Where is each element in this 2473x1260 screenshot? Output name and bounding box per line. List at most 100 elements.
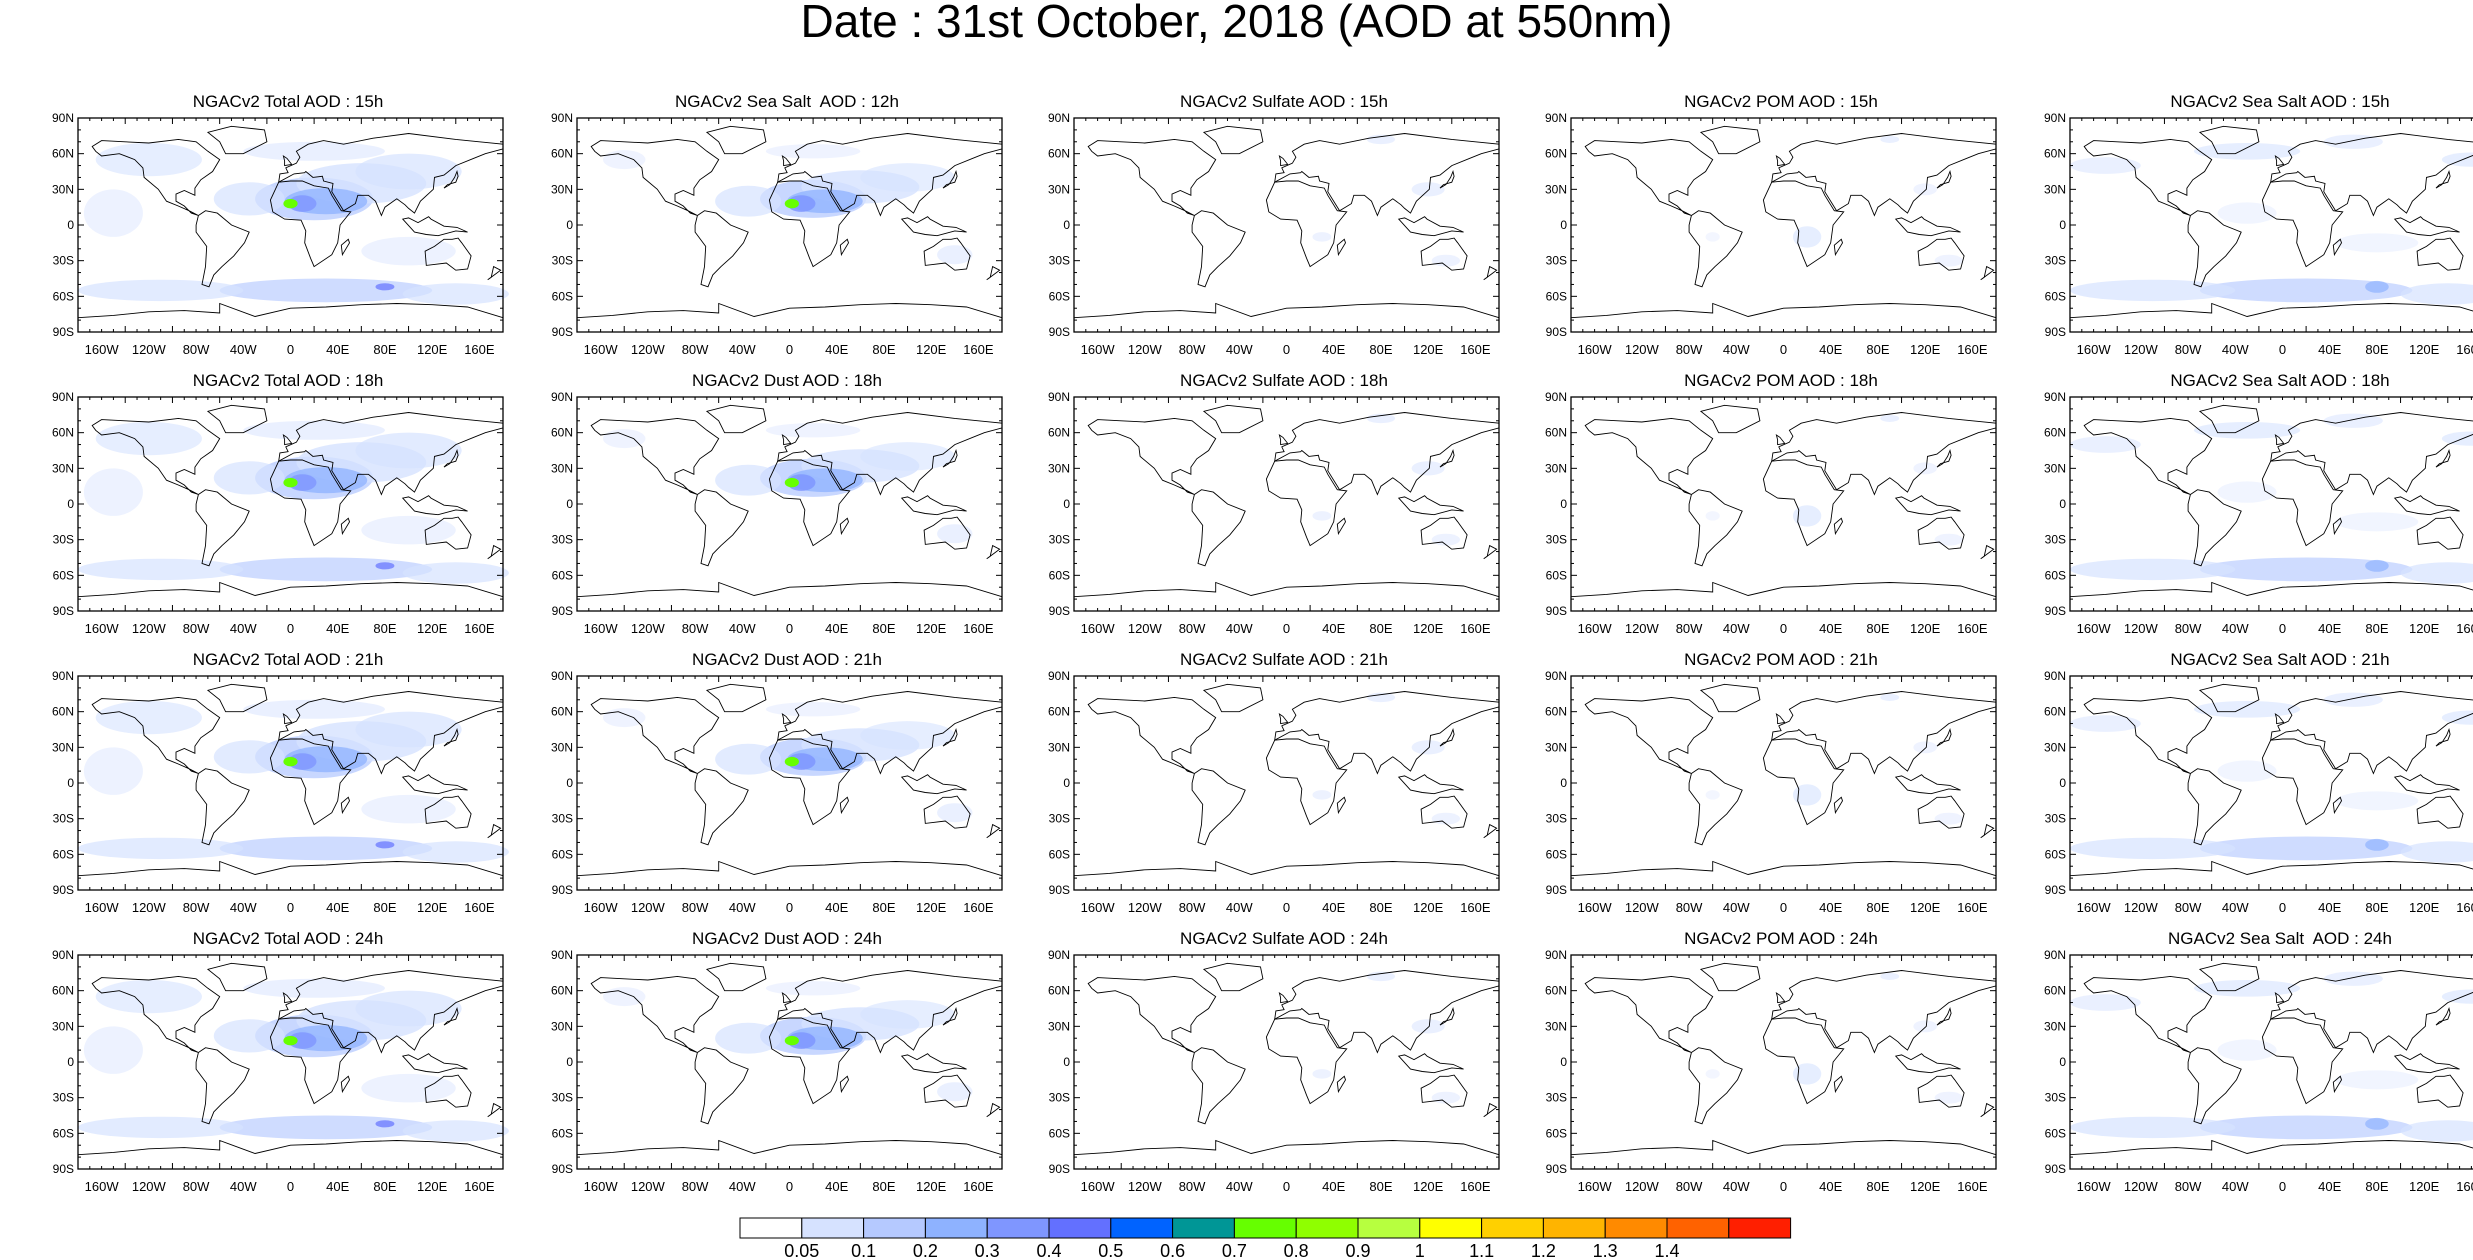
aod-contour: [2070, 715, 2141, 732]
map-panel-13: NGACv2 Sulfate AOD : 21h 90N 60N 30N 0 30S 60S…: [1034, 650, 1534, 922]
colorbar-swatch: [1233, 1217, 1297, 1239]
aod-contour: [1312, 232, 1332, 242]
latitude-label: 90N: [52, 948, 74, 962]
latitude-label: 0: [566, 776, 573, 790]
longitude-label: 80E: [2365, 342, 2388, 357]
landmass: [1265, 180, 1348, 268]
longitude-label: 160E: [963, 1179, 994, 1194]
world-map: 90N 60N 30N 0 30S 60S 90S 160W 120W 80W 40W 0 40E 80E…: [551, 390, 1003, 636]
map-frame: [1073, 117, 1500, 333]
world-map: 90N 60N 30N 0 30S 60S 90S 160W 120W 80W 40W 0 40E 80E…: [1545, 111, 1997, 357]
longitude-label: 120W: [1128, 621, 1163, 636]
map-panel-3: NGACv2 Sulfate AOD : 15h 90N 60N 30N 0 30S 60S…: [1034, 92, 1534, 364]
landmass: [839, 238, 849, 257]
longitude-label: 160W: [1578, 900, 1613, 915]
aod-contour: [1411, 1019, 1445, 1034]
landmass: [768, 180, 851, 268]
longitude-label: 80W: [1676, 621, 1703, 636]
antarctica-coast: [576, 581, 1003, 598]
latitude-label: 30S: [552, 533, 573, 547]
longitude-label: 160E: [963, 900, 994, 915]
landmass: [443, 449, 459, 468]
landmass: [91, 975, 221, 1053]
landmass: [2416, 237, 2464, 271]
aod-contour: [78, 279, 244, 302]
landmass: [1762, 180, 1845, 268]
longitude-label: 120E: [916, 1179, 947, 1194]
aod-contour: [765, 423, 861, 438]
latitude-label: 90N: [551, 948, 573, 962]
landmass: [2083, 138, 2213, 216]
panel-title: NGACv2 Sea Salt AOD : 18h: [2170, 371, 2390, 390]
latitude-label: 30S: [552, 812, 573, 826]
longitude-label: 120E: [2409, 1179, 2440, 1194]
colorbar-swatch: [1666, 1217, 1730, 1239]
coastlines: [1584, 125, 1997, 288]
longitude-label: 160W: [1578, 1179, 1613, 1194]
tick-marks: [1073, 675, 1500, 891]
latitude-label: 60N: [52, 147, 74, 161]
landmass: [777, 412, 1003, 496]
latitude-label: 30S: [1049, 1091, 1070, 1105]
landmass: [1439, 1007, 1455, 1026]
aod-contour: [1934, 1091, 1963, 1104]
map-panel-10: NGACv2 Sea Salt AOD : 18h 90N 60N 30N 0 30S 60…: [2030, 371, 2473, 643]
panel-title: NGACv2 Dust AOD : 18h: [692, 371, 882, 390]
longitude-label: 0: [2279, 621, 2286, 636]
aod-contour: [1411, 740, 1445, 755]
longitude-label: 120W: [2124, 900, 2159, 915]
coastlines: [2083, 125, 2473, 288]
longitude-label: 0: [287, 1179, 294, 1194]
aod-field: [1705, 135, 1963, 267]
aod-contour: [78, 1116, 244, 1139]
aod-contour: [860, 721, 955, 750]
tick-marks: [1570, 954, 1997, 1170]
longitude-label: 160W: [85, 900, 120, 915]
landmass: [694, 489, 749, 567]
aod-contour: [213, 740, 285, 774]
landmass: [1980, 265, 1995, 281]
aod-field: [78, 978, 509, 1142]
latitude-label: 30S: [1546, 533, 1567, 547]
antarctica-coast: [576, 302, 1003, 319]
landmass: [1439, 170, 1455, 189]
longitude-label: 160W: [85, 342, 120, 357]
longitude-label: 120W: [132, 342, 167, 357]
latitude-label: 90N: [52, 111, 74, 125]
latitude-label: 30S: [2045, 1091, 2066, 1105]
landmass: [1336, 517, 1346, 536]
landmass: [2270, 412, 2473, 496]
longitude-label: 160W: [1081, 1179, 1116, 1194]
aod-contour: [243, 420, 385, 440]
landmass: [282, 712, 293, 725]
landmass: [1278, 991, 1289, 1004]
landmass: [1483, 823, 1498, 839]
landmass: [777, 970, 1003, 1054]
aod-contour: [361, 515, 456, 545]
coastlines: [590, 683, 1003, 846]
landmass: [1278, 712, 1289, 725]
landmass: [705, 962, 767, 992]
aod-contour: [2441, 431, 2473, 446]
longitude-label: 40E: [1322, 1179, 1345, 1194]
longitude-label: 0: [2279, 342, 2286, 357]
latitude-label: 30S: [2045, 533, 2066, 547]
longitude-label: 160W: [2077, 342, 2112, 357]
colorbar-swatch: [1419, 1217, 1483, 1239]
landmass: [900, 774, 967, 795]
aod-contour: [784, 1035, 799, 1046]
latitude-label: 60N: [1545, 984, 1567, 998]
landmass: [401, 495, 468, 516]
world-map: 90N 60N 30N 0 30S 60S 90S 160W 120W 80W 40W 0 40E 80E…: [551, 948, 1003, 1194]
latitude-label: 90S: [1049, 883, 1070, 897]
landmass: [705, 125, 767, 155]
map-panel-5: NGACv2 Sea Salt AOD : 15h 90N 60N 30N 0 30S 60…: [2030, 92, 2473, 364]
longitude-label: 80E: [1866, 900, 1889, 915]
latitude-label: 0: [67, 218, 74, 232]
latitude-label: 30S: [552, 1091, 573, 1105]
longitude-label: 160E: [2456, 1179, 2473, 1194]
aod-contour: [95, 700, 202, 735]
panel-title: NGACv2 Sea Salt AOD : 21h: [2170, 650, 2390, 669]
longitude-label: 40W: [230, 342, 257, 357]
colorbar-label: 0.05: [784, 1241, 819, 1260]
